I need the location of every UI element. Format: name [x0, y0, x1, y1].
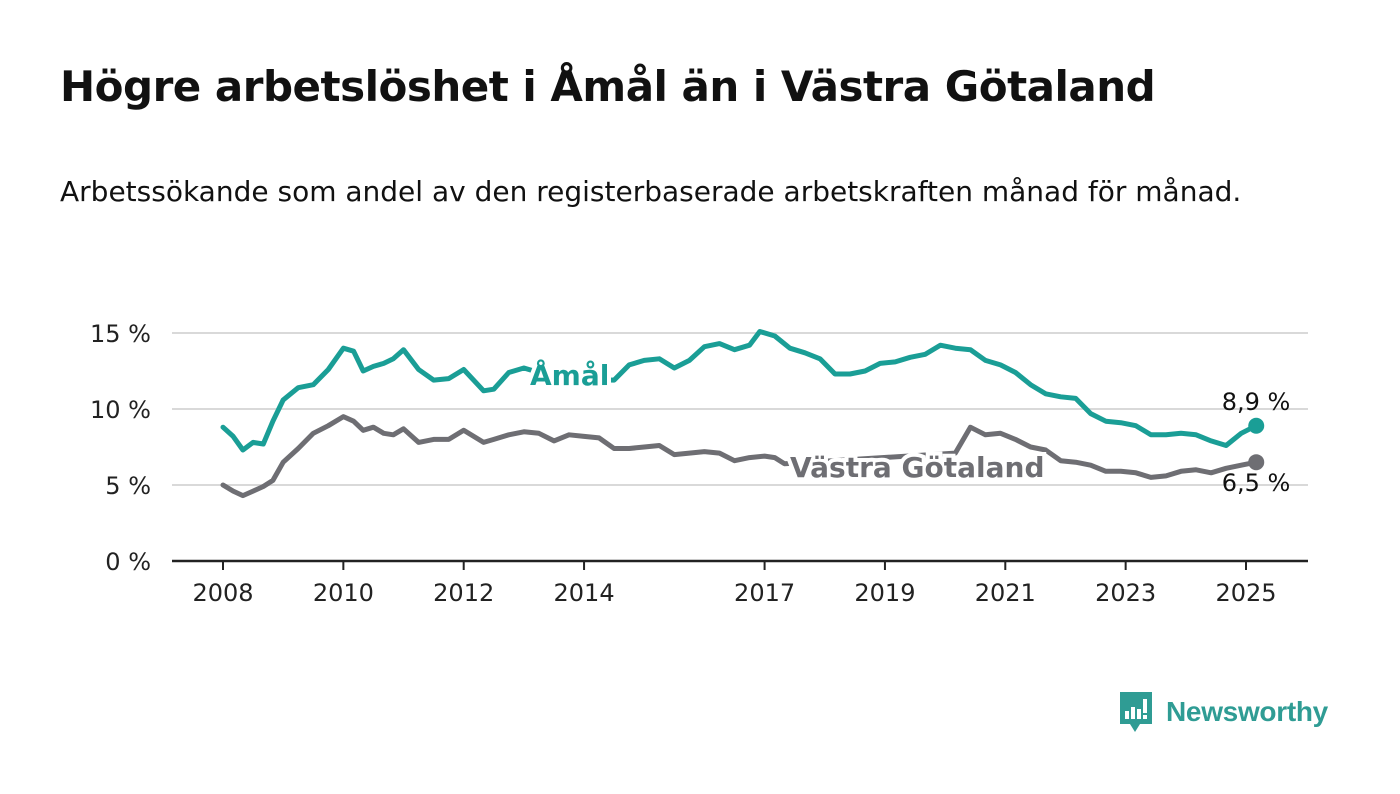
x-tick-label: 2012: [433, 579, 494, 607]
end-value-vastra-gotaland: 6,5 %: [1222, 469, 1291, 497]
brand-name: Newsworthy: [1166, 696, 1328, 727]
x-tick-label: 2025: [1215, 579, 1276, 607]
series-lines: [220, 329, 1265, 499]
y-axis-ticks: 0 % 5 % 10 % 15 %: [90, 320, 151, 576]
series-label-vastra-gotaland: Västra Götaland: [790, 451, 1045, 484]
y-tick-label: 0 %: [105, 548, 151, 576]
x-tick-label: 2017: [734, 579, 795, 607]
x-tick-label: 2019: [854, 579, 915, 607]
x-tick-label: 2023: [1095, 579, 1156, 607]
y-tick-label: 15 %: [90, 320, 151, 348]
series-label-amal: Åmål: [530, 358, 609, 392]
gridlines: [172, 332, 1308, 486]
x-tick-label: 2014: [554, 579, 615, 607]
series-end-marker-0: [1248, 417, 1265, 434]
x-tick-label: 2008: [192, 579, 253, 607]
x-tick-label: 2010: [313, 579, 374, 607]
chart-title: Högre arbetslöshet i Åmål än i Västra Gö…: [60, 62, 1156, 111]
series-line-1: [220, 414, 1259, 499]
y-tick-label: 10 %: [90, 396, 151, 424]
newsworthy-logo-icon: [1120, 692, 1152, 732]
series-end-marker-1: [1248, 454, 1265, 471]
newsworthy-logo: Newsworthy: [1118, 690, 1328, 734]
series-line-0: [220, 329, 1259, 453]
series-labels: Åmål Västra Götaland 8,9 % 6,5 %: [526, 354, 1291, 497]
x-tick-label: 2021: [975, 579, 1036, 607]
x-axis-ticks: 2008 2010 2012 2014 2017 2019 2021 2023 2025: [192, 561, 1277, 607]
chart-subtitle: Arbetssökande som andel av den registerb…: [60, 175, 1242, 208]
y-tick-label: 5 %: [105, 472, 151, 500]
end-value-amal: 8,9 %: [1222, 388, 1291, 416]
